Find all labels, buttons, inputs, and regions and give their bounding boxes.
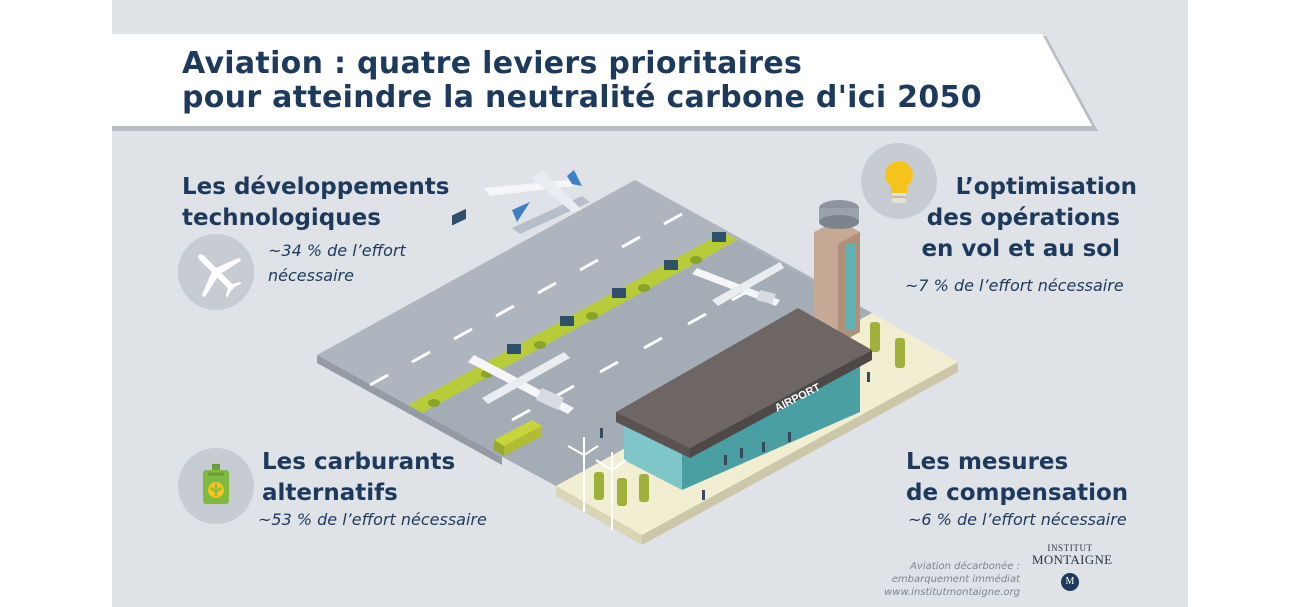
lever-technology-heading: Les développements technologiques (182, 174, 450, 231)
lever-technology-effort: ~34 % de l’effort nécessaire (268, 241, 406, 285)
fuel-can-icon (178, 448, 254, 524)
lever-operations-heading-cont: des opérations en vol et au sol (921, 205, 1120, 262)
lever-fuels-heading: Les carburants alternatifs (262, 449, 456, 506)
solar-panels (452, 208, 726, 354)
airplane-icon (178, 234, 254, 310)
lever-offsetting-heading: Les mesures de compensation (906, 449, 1129, 506)
lever-operations-heading: L’optimisation (955, 174, 1137, 200)
airport-illustration: AIRPORT (317, 170, 958, 545)
source-note: Aviation décarbonée : embarquement imméd… (832, 560, 1020, 599)
lightbulb-icon (861, 143, 937, 219)
flying-airplane (484, 170, 590, 234)
title-line-2: pour atteindre la neutralité carbone d'i… (182, 80, 982, 115)
lever-fuels-effort: ~53 % de l’effort nécessaire (258, 510, 487, 529)
runway-markings-near (511, 288, 751, 422)
fuel-truck (494, 420, 542, 456)
infographic-card: Aviation : quatre leviers prioritaires p… (112, 0, 1188, 607)
title-line-1: Aviation : quatre leviers prioritaires (182, 46, 803, 81)
control-tower (814, 200, 860, 344)
parked-airplane-right (692, 262, 784, 306)
source-url[interactable]: www.institutmontaigne.org (884, 587, 1020, 598)
taxiing-airplane-left (468, 352, 574, 414)
wind-turbines (567, 437, 627, 530)
logo-mark: M (1061, 573, 1079, 591)
lever-offsetting-effort: ~6 % de l’effort nécessaire (908, 510, 1127, 529)
runway-markings-far (369, 212, 683, 387)
institut-montaigne-logo: INSTITUT MONTAIGNE M (1032, 543, 1112, 591)
lever-operations-effort: ~7 % de l’effort nécessaire (905, 276, 1124, 295)
title-banner (112, 34, 1098, 131)
people (600, 372, 870, 500)
bushes (428, 256, 702, 407)
trees (594, 322, 905, 506)
